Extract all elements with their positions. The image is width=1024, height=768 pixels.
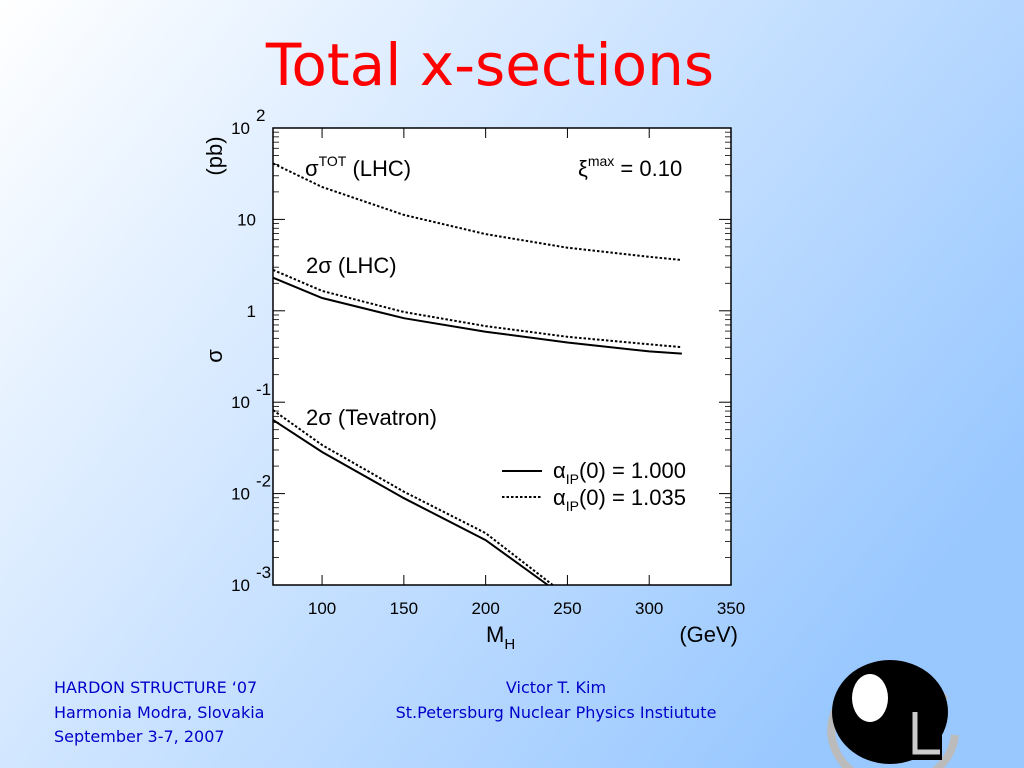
series-line	[272, 268, 682, 349]
footer-text: September 3-7, 2007	[54, 727, 225, 746]
slide-title: Total x-sections	[265, 31, 714, 99]
y-tick-label: 10	[231, 119, 250, 138]
logo-g	[912, 712, 940, 755]
superscript: max	[588, 153, 614, 169]
y-axis-unit: (pb)	[202, 136, 227, 175]
x-tick-label: 150	[390, 599, 418, 618]
x-tick-label: 100	[308, 599, 336, 618]
y-tick-label: 10	[231, 576, 250, 595]
series-line	[272, 409, 554, 586]
symbol: σ	[305, 156, 319, 181]
symbol: α	[553, 485, 566, 510]
y-tick-label: 10	[231, 485, 250, 504]
y-tick-label: 1	[247, 302, 256, 321]
symbol: α	[553, 458, 566, 483]
plot	[272, 127, 732, 586]
y-axis-label: σ	[202, 349, 227, 363]
subscript: IP	[566, 471, 579, 487]
superscript: TOT	[319, 153, 347, 169]
footer-text: HARDON STRUCTURE ‘07	[54, 678, 257, 697]
annotation: 2σ (Tevatron)	[306, 405, 437, 430]
legend-text: (0) = 1.000	[579, 458, 686, 483]
series-line	[272, 419, 549, 586]
x-tick-label: 300	[635, 599, 663, 618]
y-tick-exponent: 2	[256, 106, 265, 125]
y-tick-exponent: -2	[256, 472, 271, 491]
x-tick-label: 250	[553, 599, 581, 618]
annotation-text: = 0.10	[614, 156, 682, 181]
legend-entry: αIP(0) = 1.000	[553, 458, 686, 487]
y-tick-label: 10	[231, 393, 250, 412]
legend: αIP(0) = 1.000 αIP(0) = 1.035	[502, 458, 686, 514]
footer-text: Victor T. Kim	[506, 678, 606, 697]
legend-text: (0) = 1.035	[579, 485, 686, 510]
series-line	[272, 276, 682, 355]
series-line	[272, 162, 682, 261]
footer-text: St.Petersburg Nuclear Physics Instiutute	[396, 703, 717, 722]
footer-text: Harmonia Modra, Slovakia	[54, 703, 264, 722]
logo	[827, 660, 959, 768]
annotation-text: (LHC)	[346, 156, 411, 181]
x-tick-label: 200	[471, 599, 499, 618]
symbol: ξ	[578, 156, 588, 181]
legend-entry: αIP(0) = 1.035	[553, 485, 686, 514]
y-tick-exponent: -3	[256, 563, 271, 582]
y-tick-exponent: -1	[256, 380, 271, 399]
plot-area	[272, 127, 732, 586]
x-tick-label: 350	[717, 599, 745, 618]
subscript: IP	[566, 498, 579, 514]
annotation: ξmax = 0.10	[578, 153, 682, 181]
y-tick-label: 10	[237, 210, 256, 229]
logo-highlight	[852, 674, 888, 722]
x-label-sub: H	[504, 636, 515, 653]
x-axis-unit: (GeV)	[679, 622, 738, 647]
x-axis-label: MH	[486, 622, 515, 653]
annotation: σTOT (LHC)	[305, 153, 411, 181]
annotation: 2σ (LHC)	[306, 253, 397, 278]
x-label: M	[486, 622, 504, 647]
